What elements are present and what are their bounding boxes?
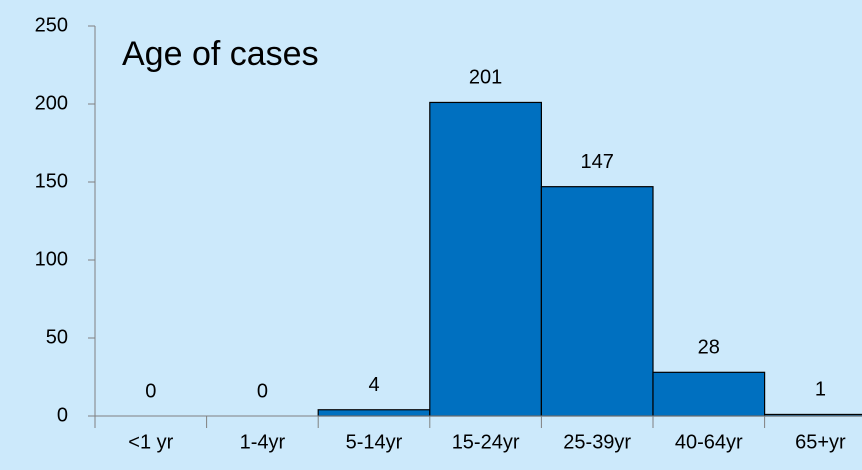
y-tick-label: 250 [35,14,68,36]
x-tick-label: 1-4yr [240,431,286,453]
data-label: 147 [581,151,614,173]
data-label: 201 [469,67,502,89]
bar [429,101,542,417]
y-tick-label: 100 [35,248,68,270]
y-tick-label: 150 [35,170,68,192]
x-tick-label: 5-14yr [346,431,403,453]
chart-title: Age of cases [122,35,319,73]
x-tick-label: 65+yr [795,431,846,453]
bar [540,186,654,417]
data-label: 0 [257,380,268,402]
bar [652,371,766,417]
data-label: 4 [368,374,379,396]
y-tick-label: 50 [46,326,68,348]
x-tick-label: 15-24yr [452,431,520,453]
x-tick-label: 25-39yr [563,431,631,453]
y-tick-label: 0 [57,404,68,426]
bar [317,409,431,417]
x-tick-label: 40-64yr [675,431,743,453]
x-tick-label: <1 yr [128,431,173,453]
y-tick-label: 200 [35,92,68,114]
data-label: 1 [815,379,826,401]
data-label: 0 [145,380,156,402]
data-label: 28 [698,337,720,359]
